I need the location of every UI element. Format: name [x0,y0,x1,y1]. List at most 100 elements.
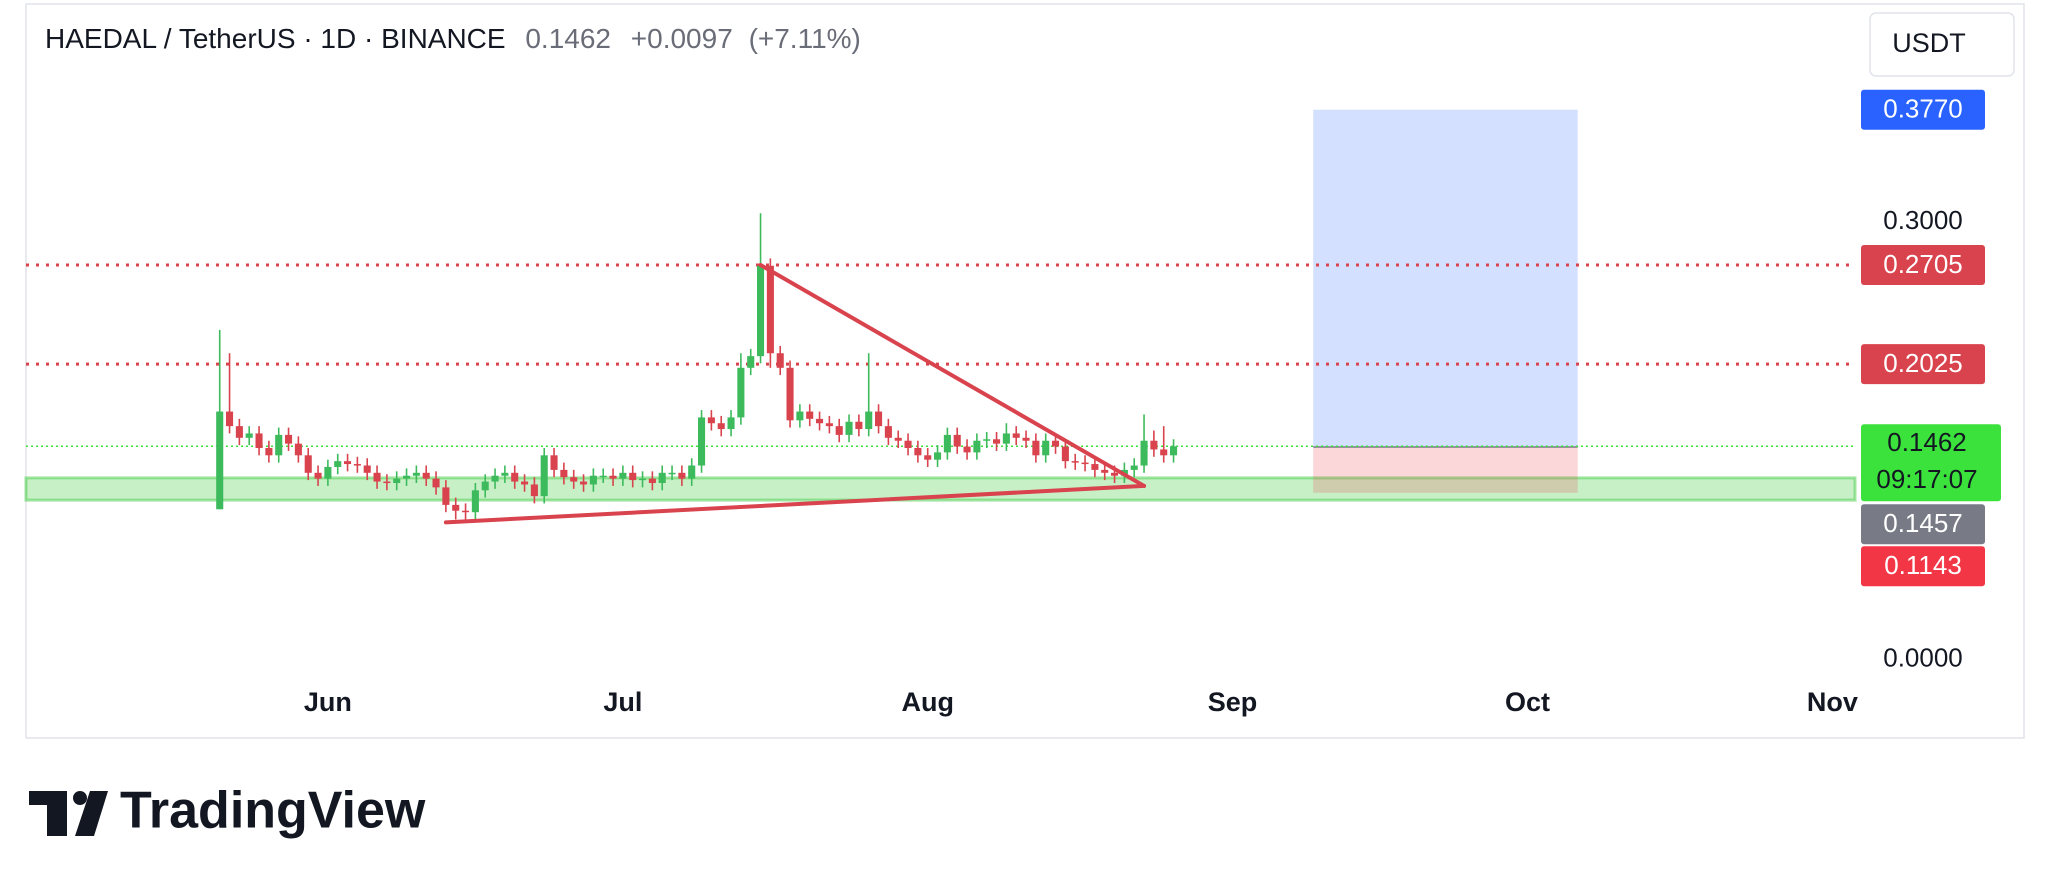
candle-body [344,461,352,465]
currency-button[interactable]: USDT [1869,12,2015,77]
y-tick-label: 0.0000 [1883,642,1963,672]
level-price-label-box [1861,245,1985,286]
candle-body [353,464,361,466]
candle-body [462,510,470,513]
candle-body [855,421,863,430]
candle-body [1081,462,1089,465]
header-change: +0.0097 [631,23,733,54]
logo-stem [47,791,67,836]
candle-body [412,472,420,476]
candle-body [816,418,824,424]
candle-body [363,465,371,473]
candle-body [294,443,302,456]
candle-body [757,265,765,357]
candle-body [983,439,991,441]
level-price-label: 0.2025 [1883,348,1963,378]
candle-body [894,437,902,441]
x-tick-label: Jun [304,687,352,717]
candle-body [963,446,971,453]
last-price-box [1861,424,2001,502]
currency-label[interactable]: USDT [1892,28,1966,58]
candle-body [875,411,883,427]
candle-body [235,426,243,438]
candle-body [481,481,489,491]
candle-body [442,487,450,505]
candle-body [1111,472,1119,476]
candle-body [491,475,499,482]
trendline [443,483,1147,525]
candle-body [973,440,981,453]
candle-body [314,472,322,479]
candle-body [501,472,509,476]
candle-body [1150,440,1158,450]
candle-body [648,478,656,484]
header-price: 0.1462 [525,23,611,54]
entry-price-label: 0.1457 [1883,508,1963,538]
candle-body [766,265,774,354]
candle-body [688,465,696,479]
candle-body [776,353,784,368]
candle-body [452,504,460,511]
candle-body [304,455,312,473]
symbol-title: HAEDAL / TetherUS · 1D · BINANCE [45,23,506,54]
candle-body [599,475,607,478]
candle-body [727,417,735,430]
logo-slant [75,791,108,836]
candle-body [914,448,922,456]
candle-body [1022,437,1030,441]
candle-body [1130,465,1138,470]
candle-body [540,455,548,497]
y-tick-label: 0.3000 [1883,205,1963,235]
x-tick-label: Nov [1807,687,1858,717]
candle-body [589,475,597,485]
candle-body [1160,449,1168,456]
candle-body [216,411,224,510]
candle-body [324,466,332,479]
brand-name: TradingView [120,782,426,840]
symbol-header: HAEDAL / TetherUS · 1D · BINANCE 0.1462 … [45,23,861,54]
target-price-box [1861,89,1985,130]
candle-body [560,469,568,478]
candle-body [511,472,519,482]
candle-body [796,411,804,421]
candle-body [432,478,440,488]
candle-body [580,481,588,485]
candle-body [1032,440,1040,456]
candle-body [550,455,558,470]
candle-body [707,417,715,424]
candle-body [934,452,942,460]
countdown-label: 09:17:07 [1876,464,1977,494]
candle-body [747,356,755,368]
candle-body [668,472,676,475]
level-price-label: 0.2705 [1883,249,1963,279]
stop-price-label: 0.1143 [1884,550,1962,580]
x-tick-label: Aug [901,687,953,717]
candle-body [1091,464,1099,470]
candle-body [806,411,814,419]
candle-body [639,478,647,481]
candle-body [383,481,391,484]
x-tick-label: Sep [1208,687,1258,717]
candle-body [275,434,283,456]
currency-button-box[interactable] [1869,12,2015,77]
candle-body [1052,440,1060,447]
candle-body [1061,446,1069,462]
plot-area [24,109,1857,525]
candle-body [786,367,794,421]
trendline [758,263,1147,488]
brand-logo: TradingView [29,782,426,840]
candle-body [530,484,538,497]
candle-body [334,461,342,467]
candle-body [226,411,234,427]
chart-frame [25,3,2025,739]
candle-body [403,475,411,479]
candle-body [1071,461,1079,463]
candle-body [993,439,1001,444]
level-price-label-box [1861,344,1985,385]
price-scale: 0.3000 0.0000 0.3770 0.2705 0.2025 0.1462 09:1… [1861,89,2001,672]
x-tick-label: Jul [603,687,642,717]
candle-body [845,421,853,435]
candle-body [825,423,833,427]
target-price-label: 0.3770 [1883,94,1963,124]
candle-body [1012,433,1020,438]
